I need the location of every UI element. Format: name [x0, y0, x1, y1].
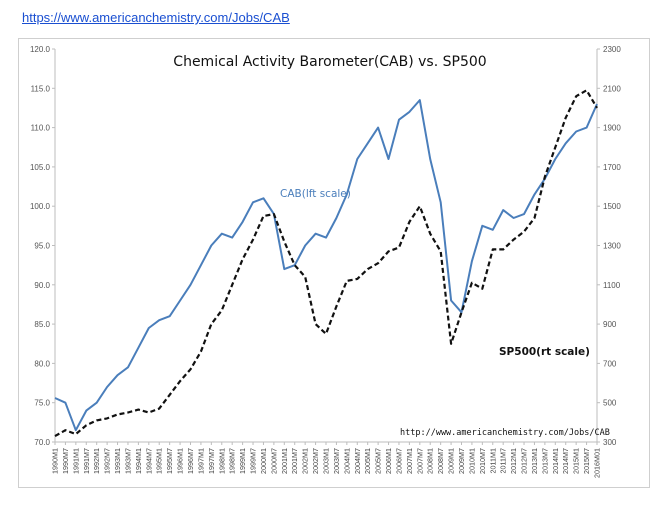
x-tick-label: 1996M1: [176, 448, 185, 474]
x-tick-label: 1991M7: [82, 448, 91, 474]
x-tick-label: 2011M1: [488, 448, 497, 473]
chart-title: Chemical Activity Barometer(CAB) vs. SP5…: [173, 54, 486, 70]
left-tick-label: 100.0: [30, 202, 51, 211]
x-tick-label: 1999M1: [238, 448, 247, 474]
x-tick-label: 1992M1: [92, 448, 101, 474]
x-tick-label: 1998M1: [217, 448, 226, 474]
x-tick-label: 1997M1: [196, 448, 205, 474]
x-tick-label: 1997M7: [207, 448, 216, 474]
cab-series-line: [54, 99, 598, 432]
left-tick-label: 90.0: [34, 281, 50, 290]
x-tick-label: 1996M7: [186, 448, 195, 474]
x-tick-label: 2015M1: [572, 448, 581, 474]
source-link[interactable]: https://www.americanchemistry.com/Jobs/C…: [22, 10, 290, 25]
right-tick-label: 1700: [603, 163, 621, 172]
left-tick-label: 110.0: [31, 124, 51, 133]
x-tick-label: 2013M7: [540, 448, 549, 474]
right-tick-label: 2300: [603, 45, 621, 54]
x-tick-label: 2007M7: [415, 448, 424, 474]
right-tick-label: 1500: [603, 202, 621, 211]
x-tick-label: 1999M7: [249, 448, 258, 474]
x-tick-label: 2001M1: [280, 448, 289, 474]
x-tick-label: 2006M7: [394, 448, 403, 474]
x-tick-label: 1995M1: [155, 448, 164, 474]
x-tick-label: 2005M1: [363, 448, 372, 474]
right-tick-label: 300: [603, 438, 617, 447]
x-tick-label: 2004M1: [342, 448, 351, 474]
right-tick-label: 2100: [603, 84, 621, 93]
x-tick-label: 2000M7: [269, 448, 278, 474]
source-annotation: http://www.americanchemistry.com/Jobs/CA…: [400, 428, 610, 438]
left-tick-label: 80.0: [34, 359, 50, 368]
x-tick-label: 2013M1: [530, 448, 539, 474]
x-tick-label: 1995M7: [165, 448, 174, 474]
x-tick-label: 1993M7: [123, 448, 132, 474]
right-tick-label: 500: [603, 399, 617, 408]
x-tick-label: 2001M7: [290, 448, 299, 474]
x-tick-label: 1994M1: [134, 448, 143, 474]
x-tick-label: 2007M1: [405, 448, 414, 474]
x-tick-label: 2008M1: [426, 448, 435, 474]
x-tick-label: 2003M7: [332, 448, 341, 474]
x-tick-label: 2006M1: [384, 448, 393, 474]
right-tick-label: 700: [603, 359, 617, 368]
left-tick-label: 105.0: [30, 163, 51, 172]
sp500-series-label: SP500(rt scale): [499, 346, 590, 358]
x-tick-label: 2009M1: [447, 448, 456, 474]
x-tick-label: 2009M7: [457, 448, 466, 474]
right-tick-label: 1900: [603, 124, 621, 133]
x-tick-label: 2000M1: [259, 448, 268, 474]
left-tick-label: 120.0: [30, 45, 51, 54]
left-tick-label: 85.0: [34, 320, 50, 329]
sp500-series-line: [54, 89, 598, 438]
left-tick-label: 115.0: [31, 84, 51, 93]
right-tick-label: 900: [603, 320, 617, 329]
x-tick-label: 2010M1: [467, 448, 476, 474]
x-tick-label: 1993M1: [113, 448, 122, 474]
left-tick-label: 75.0: [34, 399, 50, 408]
x-tick-label: 2012M7: [520, 448, 529, 474]
x-tick-label: 2002M1: [301, 448, 310, 474]
x-tick-label: 1990M1: [51, 448, 60, 474]
x-tick-label: 1992M7: [103, 448, 112, 474]
x-tick-label: 2010M7: [478, 448, 487, 474]
x-tick-label: 1991M1: [71, 448, 80, 474]
left-tick-label: 70.0: [34, 438, 50, 447]
right-tick-label: 1300: [603, 242, 621, 251]
left-tick-label: 95.0: [34, 242, 50, 251]
x-tick-label: 1990M7: [61, 448, 70, 474]
chart-frame: 120.0 115.0 110.0 105.0 100.0 95.0 90.0 85.0 80.…: [18, 38, 650, 488]
x-tick-label: 2008M7: [436, 448, 445, 474]
x-tick-label: 2004M7: [353, 448, 362, 474]
x-tick-label: 2003M1: [322, 448, 331, 474]
x-tick-label: 2011M7: [499, 448, 508, 473]
cab-series-label: CAB(lft scale): [280, 188, 351, 200]
x-tick-label: 2015M7: [582, 448, 591, 474]
x-tick-label: 1994M7: [144, 448, 153, 474]
x-tick-label: 2002M7: [311, 448, 320, 474]
x-tick-label: 2016M01: [593, 448, 602, 478]
x-tick-label: 2012M1: [509, 448, 518, 474]
x-tick-label: 1998M7: [228, 448, 237, 474]
cab-vs-sp500-chart: 120.0 115.0 110.0 105.0 100.0 95.0 90.0 85.0 80.…: [30, 45, 621, 478]
right-tick-label: 1100: [603, 281, 621, 290]
x-tick-label: 2014M7: [561, 448, 570, 474]
x-tick-label: 2005M7: [374, 448, 383, 474]
x-tick-label: 2014M1: [551, 448, 560, 474]
